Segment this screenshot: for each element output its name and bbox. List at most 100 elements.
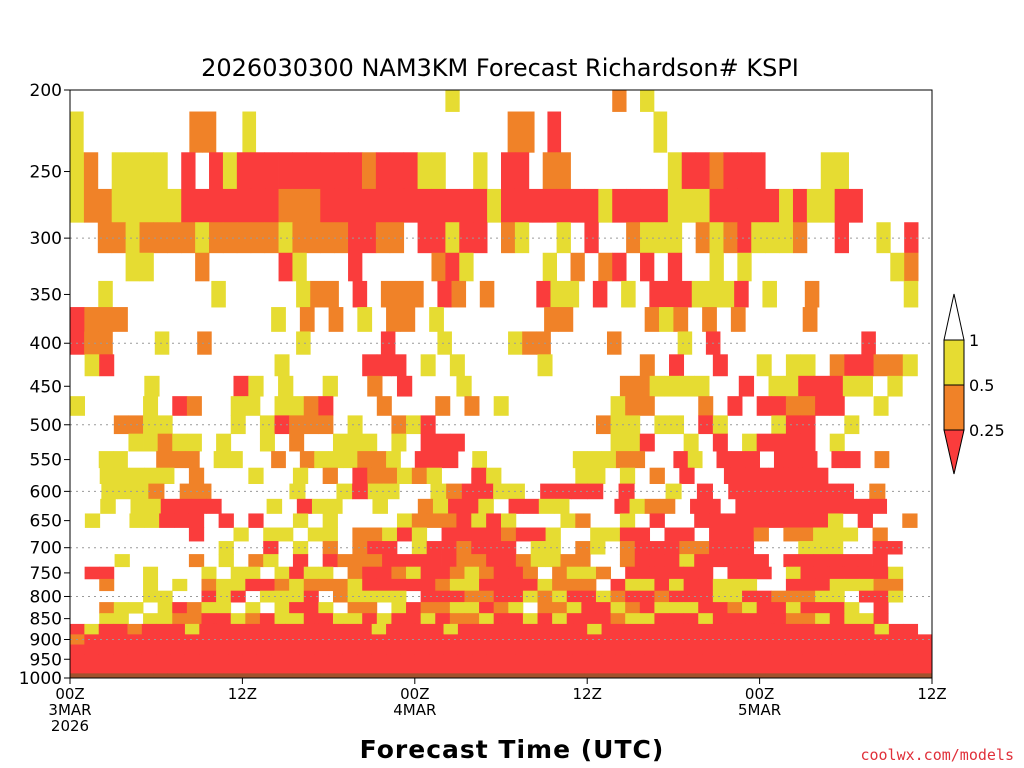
heatmap-cell bbox=[788, 451, 804, 469]
heatmap-cell bbox=[98, 664, 114, 674]
heatmap-cell bbox=[242, 623, 258, 635]
heatmap-cell bbox=[639, 566, 655, 580]
heatmap-cell bbox=[143, 396, 159, 416]
heatmap-cell bbox=[157, 602, 173, 614]
heatmap-cell bbox=[649, 467, 665, 484]
heatmap-cell bbox=[70, 111, 84, 153]
heatmap-cell bbox=[285, 654, 301, 665]
heatmap-cell bbox=[629, 498, 646, 514]
heatmap-cell bbox=[873, 566, 889, 580]
heatmap-cell bbox=[322, 375, 338, 397]
heatmap-cell bbox=[545, 527, 561, 542]
heatmap-cell bbox=[314, 664, 329, 674]
heatmap-cell bbox=[528, 188, 544, 223]
heatmap-cell bbox=[332, 578, 348, 592]
heatmap-cell bbox=[888, 578, 904, 592]
heatmap-cell bbox=[342, 451, 358, 469]
heatmap-cell bbox=[508, 602, 524, 614]
heatmap-cell bbox=[802, 307, 818, 332]
heatmap-cell bbox=[785, 566, 801, 580]
heatmap-cell bbox=[771, 396, 787, 416]
heatmap-cell bbox=[860, 664, 875, 674]
heatmap-cell bbox=[199, 634, 215, 645]
heatmap-cell bbox=[552, 578, 568, 592]
heatmap-cell bbox=[493, 566, 509, 580]
heatmap-cell bbox=[783, 467, 799, 484]
heatmap-cell bbox=[70, 644, 85, 655]
heatmap-cell bbox=[129, 513, 145, 528]
heatmap-cell bbox=[612, 188, 627, 223]
heatmap-cell bbox=[376, 566, 392, 580]
heatmap-cell bbox=[473, 188, 488, 223]
heatmap-cell bbox=[723, 467, 740, 484]
heatmap-cell bbox=[664, 527, 680, 542]
heatmap-cell bbox=[800, 433, 816, 452]
heatmap-cell bbox=[141, 654, 157, 665]
heatmap-cell bbox=[259, 578, 275, 592]
heatmap-cell bbox=[687, 451, 703, 469]
heatmap-cell bbox=[129, 467, 145, 484]
heatmap-cell bbox=[771, 602, 787, 614]
heatmap-cell bbox=[771, 433, 787, 452]
heatmap-cell bbox=[156, 654, 171, 665]
heatmap-cell bbox=[188, 527, 205, 542]
heatmap-cell bbox=[472, 451, 488, 469]
heatmap-cell bbox=[479, 602, 495, 614]
heatmap-cell bbox=[213, 451, 229, 469]
heatmap-cells bbox=[70, 90, 933, 679]
heatmap-cell bbox=[649, 513, 665, 528]
heatmap-cell bbox=[84, 634, 100, 645]
heatmap-cell bbox=[216, 613, 232, 625]
heatmap-cell bbox=[322, 554, 338, 568]
heatmap-cell bbox=[157, 433, 173, 452]
heatmap-cell bbox=[400, 654, 416, 665]
heatmap-cell bbox=[792, 222, 808, 254]
heatmap-cell bbox=[400, 664, 416, 674]
heatmap-cell bbox=[479, 578, 495, 592]
heatmap-cell bbox=[610, 396, 626, 416]
heatmap-cell bbox=[653, 673, 669, 679]
heatmap-cell bbox=[125, 252, 140, 282]
heatmap-cell bbox=[361, 152, 377, 190]
heatmap-cell bbox=[783, 554, 799, 568]
heatmap-cell bbox=[869, 483, 886, 500]
heatmap-cell bbox=[256, 634, 272, 645]
heatmap-cell bbox=[712, 613, 728, 625]
heatmap-cell bbox=[639, 433, 655, 452]
heatmap-cell bbox=[414, 623, 430, 635]
heatmap-cell bbox=[798, 513, 814, 528]
heatmap-cell bbox=[391, 578, 407, 592]
x-tick-label: 12Z bbox=[573, 685, 602, 703]
heatmap-cell bbox=[437, 280, 452, 308]
heatmap-cell bbox=[702, 644, 717, 655]
x-tick-label: 5MAR bbox=[738, 701, 781, 719]
heatmap-cell bbox=[493, 578, 509, 592]
heatmap-cell bbox=[420, 590, 436, 603]
heatmap-cell bbox=[443, 644, 459, 655]
heatmap-cell bbox=[550, 280, 565, 308]
heatmap-cell bbox=[529, 634, 545, 645]
heatmap-cell bbox=[486, 541, 502, 555]
heatmap-cell bbox=[396, 467, 413, 484]
heatmap-cell bbox=[659, 634, 674, 645]
heatmap-cell bbox=[759, 654, 775, 665]
heatmap-cell bbox=[386, 654, 401, 665]
heatmap-cell bbox=[357, 451, 373, 469]
heatmap-cell bbox=[451, 280, 467, 308]
heatmap-cell bbox=[683, 566, 699, 580]
heatmap-cell bbox=[213, 644, 229, 655]
heatmap-cell bbox=[654, 613, 670, 625]
heatmap-cell bbox=[233, 375, 249, 397]
heatmap-cell bbox=[375, 188, 391, 223]
heatmap-cell bbox=[127, 634, 143, 645]
heatmap-cell bbox=[727, 590, 743, 603]
heatmap-cell bbox=[299, 654, 315, 665]
heatmap-cell bbox=[587, 451, 602, 469]
heatmap-cell bbox=[687, 623, 703, 635]
heatmap-cell bbox=[431, 152, 446, 190]
heatmap-cell bbox=[587, 623, 602, 635]
heatmap-cell bbox=[348, 222, 363, 254]
heatmap-cell bbox=[654, 578, 670, 592]
heatmap-cell bbox=[292, 554, 309, 568]
heatmap-cell bbox=[181, 222, 196, 254]
